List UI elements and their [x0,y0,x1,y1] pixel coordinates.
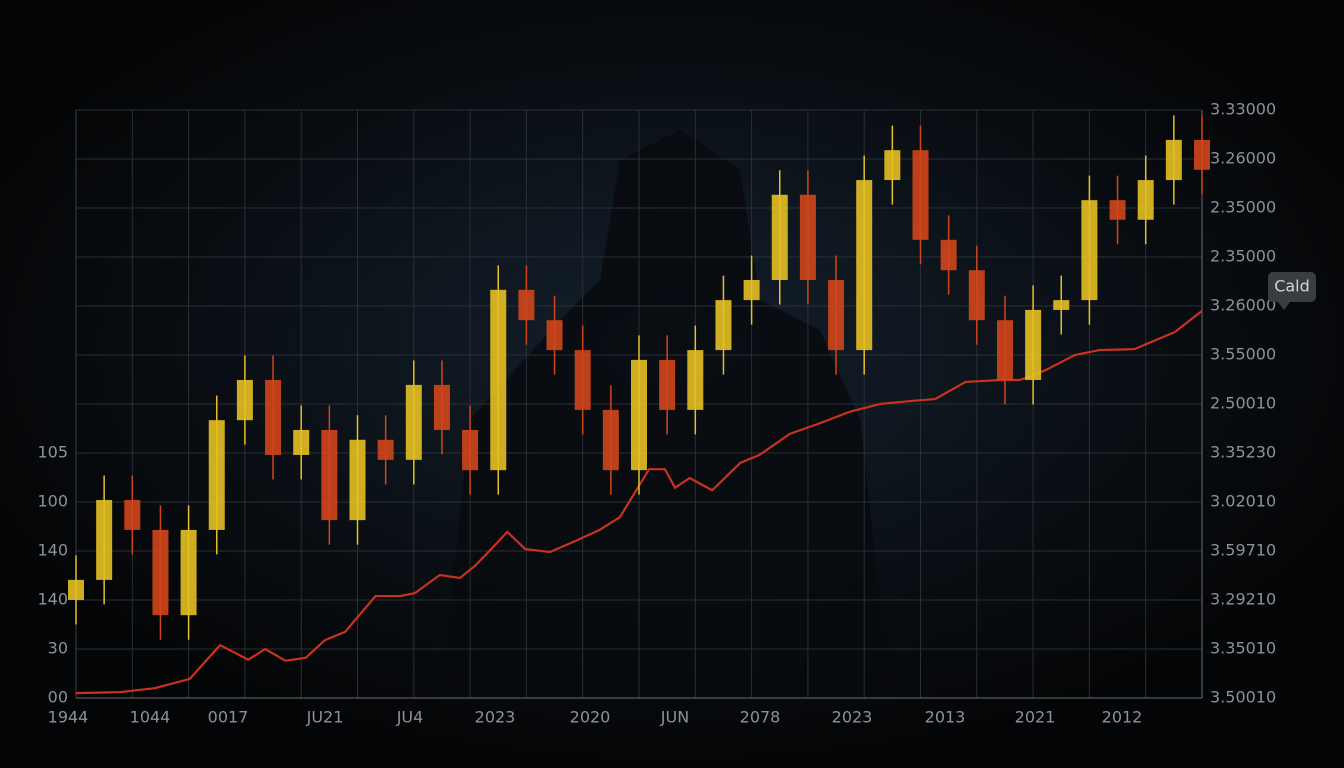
right-axis-label: 2.35000 [1210,247,1276,266]
left-axis-label: 00 [48,688,68,707]
candle-body [377,439,394,460]
left-axis-label: 30 [48,639,68,658]
right-axis-label: 3.33000 [1210,100,1276,119]
tooltip: Cald [1268,272,1316,310]
silhouette [440,130,900,700]
right-axis-label: 3.35230 [1210,443,1276,462]
candle-body [462,429,479,471]
candle-body [1025,309,1042,380]
bottom-axis-label: 2013 [925,708,966,727]
candle-body [1137,180,1154,220]
candle-body [968,270,985,321]
candle-body [856,180,873,351]
right-axis-label: 3.26000 [1210,149,1276,168]
right-axis-label: 2.35000 [1210,198,1276,217]
bottom-axis-label: JU4 [396,708,424,727]
candle-body [152,529,169,616]
bottom-axis-label: 2020 [570,708,611,727]
tooltip-text: Cald [1274,277,1310,296]
candle-body [940,239,957,271]
left-axis-label: 140 [37,541,68,560]
candle-body [208,420,225,530]
candle-body [1165,139,1182,181]
candle-body [1081,200,1098,301]
candle-body [265,379,282,455]
right-axis-label: 3.50010 [1210,688,1276,707]
labels: 3.33000 3.26000 2.35000 2.35000 3.26000 3.550… [37,100,1276,727]
bottom-axis-label: 2012 [1102,708,1143,727]
candle-body [687,350,704,410]
candle-body [405,384,422,460]
bottom-axis-label: JUN [660,708,689,727]
left-axis-label: 140 [37,590,68,609]
candle-body [828,280,845,351]
right-axis-label: 3.35010 [1210,639,1276,658]
right-axis-label: 3.55000 [1210,345,1276,364]
tooltip-box [1268,272,1316,302]
candle-body [799,194,816,281]
candle-body [349,439,366,521]
right-axis-label: 2.50010 [1210,394,1276,413]
candle-body [1053,300,1070,310]
candle-body [321,429,338,521]
candle-body [912,150,929,240]
candle-body [180,529,197,616]
candle-body [96,500,113,580]
bottom-axis-label: 2023 [832,708,873,727]
candle-body [293,429,310,455]
bottom-axis-label: JU21 [306,708,344,727]
candle-body [124,500,141,530]
candle-body [884,150,901,181]
right-axis-label: 3.59710 [1210,541,1276,560]
candle-body [1109,200,1126,220]
candle-body [1194,139,1210,170]
left-axis-label: 100 [37,492,68,511]
left-axis-label: 105 [37,443,68,462]
candle-body [546,320,563,351]
grid [75,109,1203,699]
candle-body [715,300,732,351]
candle-body [996,320,1013,380]
right-axis-label: 3.02010 [1210,492,1276,511]
candle-body [631,359,647,471]
right-axis-label: 3.29210 [1210,590,1276,609]
trend-line [75,310,1203,695]
candle-body [490,289,507,471]
candle-body [659,359,676,410]
bottom-axis-label: 1944 [48,708,89,727]
candle-body [574,350,591,410]
candle-body [518,289,535,321]
bottom-axis-label: 0017 [208,708,249,727]
candle-body [771,194,788,281]
right-axis-label: 3.26000 [1210,296,1276,315]
candle-body [602,409,619,471]
bottom-axis-label: 2021 [1015,708,1056,727]
candle-body [236,379,253,421]
bottom-axis-label: 2023 [475,708,516,727]
tooltip-arrow [1278,302,1290,310]
candle-body [68,579,84,600]
bottom-axis-label: 2078 [740,708,781,727]
candle-body [433,384,450,430]
bottom-axis-label: 1044 [130,708,171,727]
candle-body [743,280,760,301]
marks [68,115,1210,695]
